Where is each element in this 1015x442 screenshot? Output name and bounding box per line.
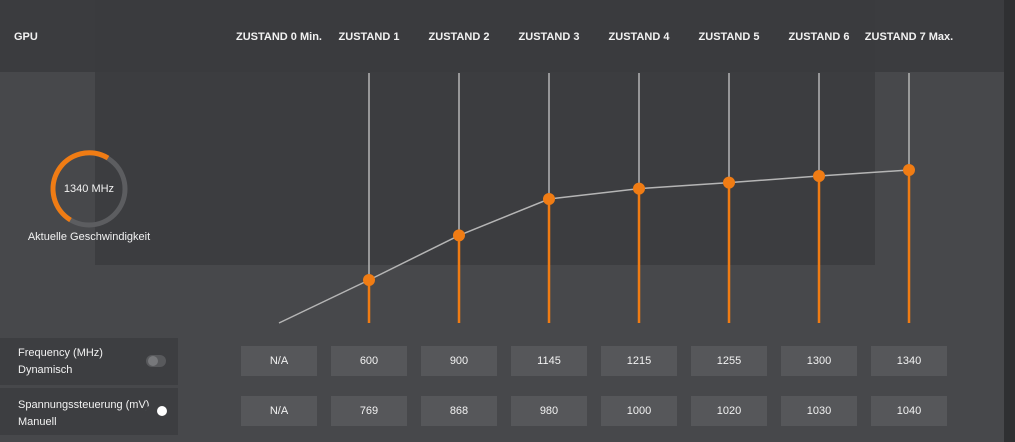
row-mode: Manuell <box>18 416 57 428</box>
slider-handle[interactable] <box>363 274 375 286</box>
value-cell[interactable] <box>601 396 677 426</box>
state-label: ZUSTAND 4 <box>609 31 671 43</box>
gauge-caption: Aktuelle Geschwindigkeit <box>28 231 150 243</box>
state-label: ZUSTAND 0 Min. <box>236 31 322 43</box>
state-label: ZUSTAND 7 Max. <box>865 31 953 43</box>
value-text: 868 <box>450 405 468 417</box>
value-cell[interactable] <box>781 396 857 426</box>
toggle-off[interactable] <box>148 356 158 366</box>
value-cell[interactable] <box>691 396 767 426</box>
state-label: ZUSTAND 5 <box>699 31 760 43</box>
slider-handle[interactable] <box>903 164 915 177</box>
value-text: 1340 <box>897 355 921 367</box>
row-label: Frequency (MHz) <box>18 347 103 359</box>
value-cell[interactable] <box>241 396 317 426</box>
value-text: 1020 <box>717 405 741 417</box>
value-cell[interactable] <box>871 396 947 426</box>
value-text: 1145 <box>537 355 561 367</box>
value-text: 1000 <box>627 405 651 417</box>
gauge-arc <box>50 150 110 223</box>
value-text: 1300 <box>807 355 831 367</box>
value-cell[interactable] <box>691 346 767 376</box>
slider-handle[interactable] <box>633 182 645 195</box>
value-cell[interactable] <box>331 346 407 376</box>
value-text: N/A <box>270 405 289 417</box>
value-cell[interactable] <box>421 396 497 426</box>
value-cell[interactable] <box>511 346 587 376</box>
row-label: Spannungssteuerung (mV) <box>18 399 149 411</box>
value-text: 1030 <box>807 405 831 417</box>
value-text: 980 <box>540 405 558 417</box>
gauge-value: 1340 MHz <box>64 183 114 195</box>
value-text: 1215 <box>627 355 651 367</box>
slider-handle[interactable] <box>723 176 735 189</box>
state-label: ZUSTAND 6 <box>789 31 850 43</box>
value-cell[interactable] <box>421 346 497 376</box>
value-cell[interactable] <box>331 396 407 426</box>
state-label: ZUSTAND 2 <box>429 31 490 43</box>
curve-start <box>278 279 370 324</box>
value-text: N/A <box>270 355 289 367</box>
value-text: 769 <box>360 405 378 417</box>
header-bar <box>0 0 1015 72</box>
slider-handle[interactable] <box>543 193 555 206</box>
state-label: ZUSTAND 3 <box>519 31 580 43</box>
toggle-on[interactable] <box>157 406 167 416</box>
value-text: 1255 <box>717 355 741 367</box>
value-cell[interactable] <box>781 346 857 376</box>
row-mode: Dynamisch <box>18 364 72 376</box>
scrollbar <box>1004 0 1015 442</box>
slider-handle[interactable] <box>813 169 825 182</box>
section-title: GPU <box>14 31 38 43</box>
value-text: 900 <box>450 355 468 367</box>
slider-handle[interactable] <box>453 229 465 242</box>
value-cell[interactable] <box>511 396 587 426</box>
value-cell[interactable] <box>241 346 317 376</box>
value-cell[interactable] <box>871 346 947 376</box>
value-text: 600 <box>360 355 378 367</box>
value-text: 1040 <box>897 405 921 417</box>
state-label: ZUSTAND 1 <box>339 31 400 43</box>
value-cell[interactable] <box>601 346 677 376</box>
